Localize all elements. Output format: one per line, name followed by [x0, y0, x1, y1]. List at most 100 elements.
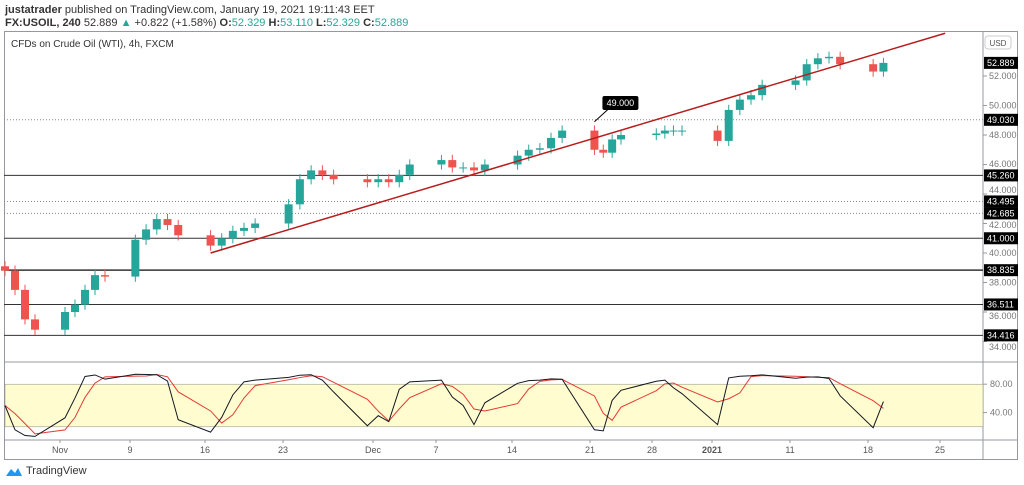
candle	[329, 174, 338, 180]
candle	[747, 95, 755, 100]
candle	[558, 130, 567, 138]
high-label: H:	[268, 17, 281, 29]
level-price-tag	[984, 232, 1018, 245]
y-tick-label: 50.000	[989, 101, 1017, 111]
candle	[758, 84, 767, 96]
y-tick-label: 34.000	[989, 342, 1017, 352]
level-price-tag	[984, 113, 1018, 126]
candle	[813, 58, 822, 65]
last-price: 52.889	[83, 17, 118, 29]
close-value: 52.889	[374, 17, 409, 29]
x-tick-label: 11	[785, 445, 794, 455]
candle	[374, 179, 383, 183]
y-tick-label: 40.000	[989, 248, 1017, 258]
candle	[152, 219, 161, 230]
level-price-tag	[984, 207, 1018, 220]
candle	[513, 155, 522, 165]
candle	[459, 167, 468, 169]
candle	[395, 174, 404, 183]
cloud-logo-icon	[6, 468, 22, 476]
candle	[21, 289, 29, 320]
candle	[240, 227, 248, 231]
level-price-label: 38.835	[987, 265, 1015, 275]
level-price-label: 34.416	[987, 330, 1015, 340]
candle	[713, 130, 722, 141]
candle	[802, 64, 811, 81]
level-price-label: 42.685	[987, 208, 1015, 218]
symbol: FX:USOIL, 240	[5, 17, 81, 29]
level-price-label: 45.260	[987, 170, 1015, 180]
candle	[318, 170, 327, 175]
high-value: 53.110	[280, 17, 313, 29]
candle	[599, 149, 608, 153]
level-price-label: 36.511	[987, 299, 1014, 309]
close-label: C:	[363, 17, 375, 29]
callout-pointer	[594, 108, 609, 123]
level-price-tag	[984, 169, 1018, 182]
candle	[384, 179, 393, 183]
candle	[617, 135, 625, 140]
up-arrow-icon: ▲	[120, 17, 132, 29]
x-tick-label: 2021	[702, 445, 722, 455]
candle	[71, 304, 79, 312]
candle	[11, 270, 19, 290]
candle	[91, 275, 99, 290]
x-tick-label: 18	[863, 445, 873, 455]
x-tick-label: Nov	[52, 445, 69, 455]
level-price-label: 49.030	[987, 115, 1015, 125]
brand-name: TradingView	[26, 465, 87, 477]
candle	[251, 223, 260, 228]
x-tick-label: 25	[935, 445, 945, 455]
candle	[363, 179, 372, 183]
chart-title: CFDs on Crude Oil (WTI), 4h, FXCM	[11, 39, 174, 50]
low-value: 52.329	[326, 17, 361, 29]
tradingview-logo: TradingView	[5, 465, 87, 477]
y-tick-label: 48.000	[989, 130, 1017, 140]
candle	[206, 235, 215, 246]
candle	[307, 170, 316, 180]
candle	[470, 167, 478, 171]
candle	[31, 319, 39, 330]
level-price-tag	[984, 195, 1018, 208]
last-price-label: 52.889	[987, 58, 1015, 68]
author[interactable]: justatrader	[5, 4, 62, 16]
level-price-tag	[984, 264, 1018, 277]
candle	[228, 230, 237, 239]
open-value: 52.329	[231, 17, 266, 29]
y-tick-label: 38.000	[989, 278, 1017, 288]
level-price-label: 41.000	[987, 233, 1015, 243]
candle	[284, 204, 293, 224]
candle	[547, 137, 555, 149]
candle	[101, 275, 109, 277]
low-label: L:	[316, 17, 327, 29]
candle	[879, 62, 888, 72]
candle	[81, 289, 89, 305]
candle	[405, 164, 414, 175]
candle	[590, 130, 599, 150]
candle	[163, 219, 172, 225]
x-tick-label: 14	[507, 445, 517, 455]
candle	[437, 160, 446, 165]
candle	[131, 239, 140, 277]
candle	[142, 229, 151, 240]
chart-frame	[4, 31, 1018, 460]
y-tick-label: 36.000	[989, 311, 1017, 321]
candle	[724, 109, 733, 141]
candle	[535, 148, 544, 150]
x-tick-label: 16	[200, 445, 210, 455]
x-tick-label: Dec	[365, 445, 382, 455]
level-price-tag	[984, 329, 1018, 342]
candle	[678, 130, 686, 132]
candle	[825, 56, 833, 59]
stoch-d-line	[4, 374, 884, 435]
candle	[608, 139, 617, 153]
candle	[869, 64, 878, 72]
y-tick-label: 52.000	[989, 71, 1017, 81]
price-change: +0.822 (+1.58%)	[134, 17, 217, 29]
candle	[480, 164, 489, 171]
stoch-tick-label: 80.00	[990, 379, 1013, 389]
symbol-info: FX:USOIL, 240 52.889 ▲ +0.822 (+1.58%) O…	[5, 17, 408, 29]
x-tick-label: 28	[647, 445, 657, 455]
currency-label: USD	[990, 39, 1007, 48]
